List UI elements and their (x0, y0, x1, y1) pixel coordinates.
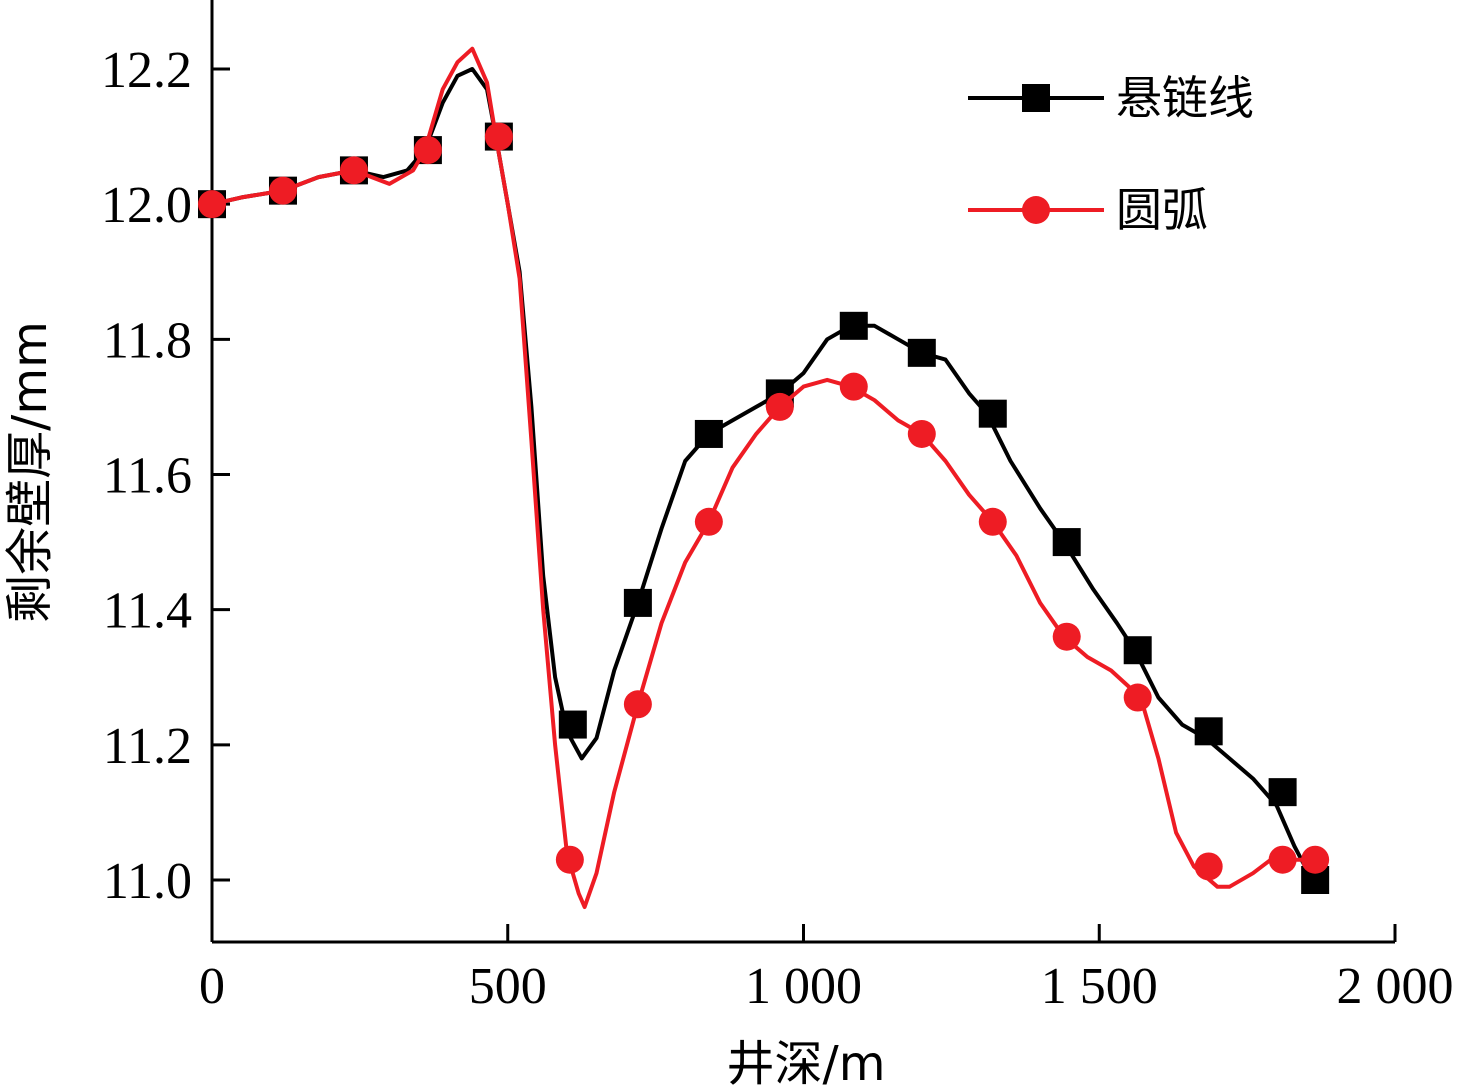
x-tick-label: 1 500 (1041, 958, 1158, 1015)
x-axis-title: 井深/m (727, 1036, 886, 1091)
series-line (211, 67, 1314, 881)
legend-label: 悬链线 (1116, 71, 1254, 125)
series-line (211, 46, 1316, 909)
y-tick-label: 11.0 (103, 853, 192, 910)
y-tick-label: 12.0 (101, 177, 192, 234)
axes: 0 500 1 000 1 500 2 000 11.0 11.2 11.4 11.6 11.8 1… (101, 0, 1454, 1015)
data-point (558, 710, 587, 739)
data-point (694, 419, 723, 448)
x-tick-label: 500 (469, 958, 547, 1015)
data-point (839, 311, 868, 340)
x-tick-label: 1 000 (745, 958, 862, 1015)
series-layer (198, 46, 1330, 909)
data-point (198, 190, 226, 219)
y-tick-label: 11.2 (103, 718, 192, 775)
data-point (1052, 622, 1081, 651)
data-point (1194, 717, 1223, 746)
data-point (413, 136, 442, 165)
legend-item: 圆弧 (968, 183, 1208, 237)
data-point (1123, 683, 1152, 712)
data-point (339, 156, 368, 185)
legend-label: 圆弧 (1116, 183, 1208, 237)
data-point (765, 392, 794, 421)
data-point (1194, 852, 1223, 881)
data-point (694, 507, 723, 536)
legend-item: 悬链线 (968, 71, 1254, 125)
x-tick-label: 0 (199, 958, 225, 1015)
data-point (623, 588, 652, 617)
data-point (1301, 845, 1330, 874)
data-point (1268, 778, 1297, 807)
legend-marker (1022, 84, 1050, 112)
data-point (268, 176, 297, 205)
y-tick-label: 11.4 (103, 583, 192, 640)
data-point (555, 845, 584, 874)
data-point (839, 372, 868, 401)
data-point (484, 122, 513, 151)
data-point (978, 507, 1007, 536)
y-tick-label: 11.8 (103, 312, 192, 369)
data-point (1268, 845, 1297, 874)
y-tick-label: 11.6 (103, 448, 192, 505)
series-2 (198, 46, 1330, 909)
data-point (978, 399, 1007, 428)
data-point (623, 690, 652, 719)
data-point (1052, 528, 1081, 557)
y-axis-title: 剩余壁厚/mm (2, 321, 58, 623)
data-point (1123, 636, 1152, 665)
x-tick-label: 2 000 (1337, 958, 1454, 1015)
data-point (907, 419, 936, 448)
y-tick-label: 12.2 (101, 42, 192, 99)
legend-marker (1022, 196, 1050, 224)
data-point (907, 338, 936, 367)
